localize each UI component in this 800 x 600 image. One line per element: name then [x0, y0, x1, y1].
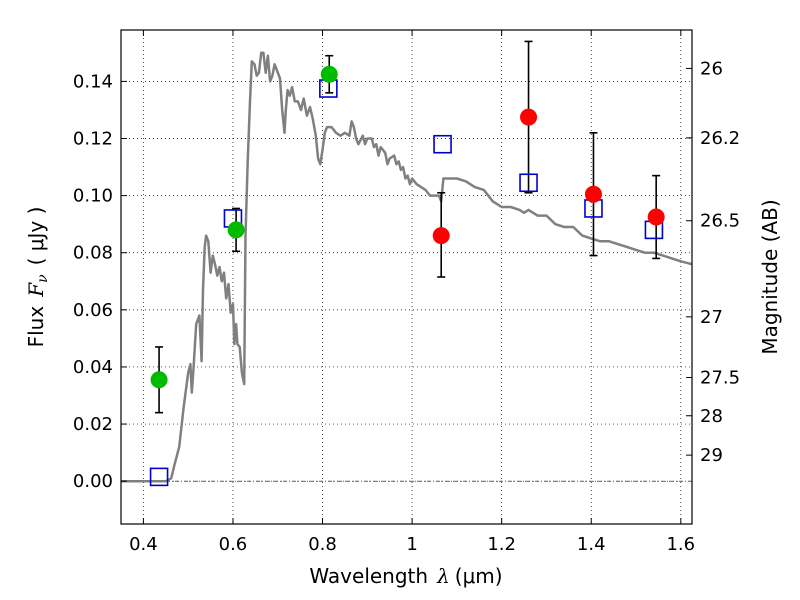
observed-red-point — [647, 208, 665, 226]
observed-green-point — [227, 221, 245, 239]
y-axis-label: FluxFν( μJy ) — [24, 207, 51, 348]
right-tick-label: 26.5 — [700, 211, 740, 232]
x-axis-label: Wavelength λ (μm) — [309, 564, 502, 588]
observed-red-point — [520, 108, 538, 126]
x-tick-label: 1.4 — [577, 534, 606, 555]
x-tick-label: 0.8 — [308, 534, 337, 555]
observed-green-point — [150, 371, 168, 389]
right-tick-label: 27.5 — [700, 367, 740, 388]
model-square-marker — [433, 134, 452, 154]
model-spectrum-line — [121, 51, 693, 483]
observed-red-point — [432, 227, 450, 245]
observed-points — [150, 65, 665, 389]
x-tick-label: 0.6 — [219, 534, 248, 555]
axis-ticks — [121, 30, 692, 524]
x-tick-label: 0.4 — [129, 534, 158, 555]
x-tick-label: 1.2 — [487, 534, 516, 555]
x-tick-labels: 0.4 0.6 0.8 1 1.2 1.4 1.6 — [129, 534, 695, 555]
y-tick-label: 0.08 — [73, 243, 113, 264]
y-tick-label: 0.10 — [73, 186, 113, 207]
right-tick-label: 27 — [700, 307, 723, 328]
grid-lines — [121, 30, 692, 524]
observed-green-point — [320, 65, 338, 83]
x-tick-label: 1 — [406, 534, 417, 555]
model-square-marker — [149, 467, 169, 487]
x-tick-label: 1.6 — [666, 534, 695, 555]
y-tick-label: 0.02 — [73, 414, 113, 435]
right-axis-label: Magnitude (AB) — [758, 199, 782, 354]
right-tick-label: 29 — [700, 445, 723, 466]
y-tick-label: 0.04 — [73, 357, 113, 378]
y-tick-label: 0.00 — [73, 471, 113, 492]
y-tick-label: 0.06 — [73, 300, 113, 321]
right-tick-label: 26 — [700, 58, 723, 79]
plot-frame — [120, 29, 693, 525]
observed-red-point — [584, 185, 602, 203]
right-tick-label: 26.2 — [700, 128, 740, 149]
y-tick-labels: 0.00 0.02 0.04 0.06 0.08 0.10 0.12 0.14 — [73, 71, 113, 492]
right-tick-labels: 26 26.2 26.5 27 27.5 28 29 — [700, 58, 740, 466]
right-tick-label: 28 — [700, 406, 723, 427]
model-square-marker — [519, 173, 538, 193]
y-tick-label: 0.12 — [73, 129, 113, 150]
y-tick-label: 0.14 — [73, 71, 113, 92]
model-band-squares — [149, 79, 664, 487]
